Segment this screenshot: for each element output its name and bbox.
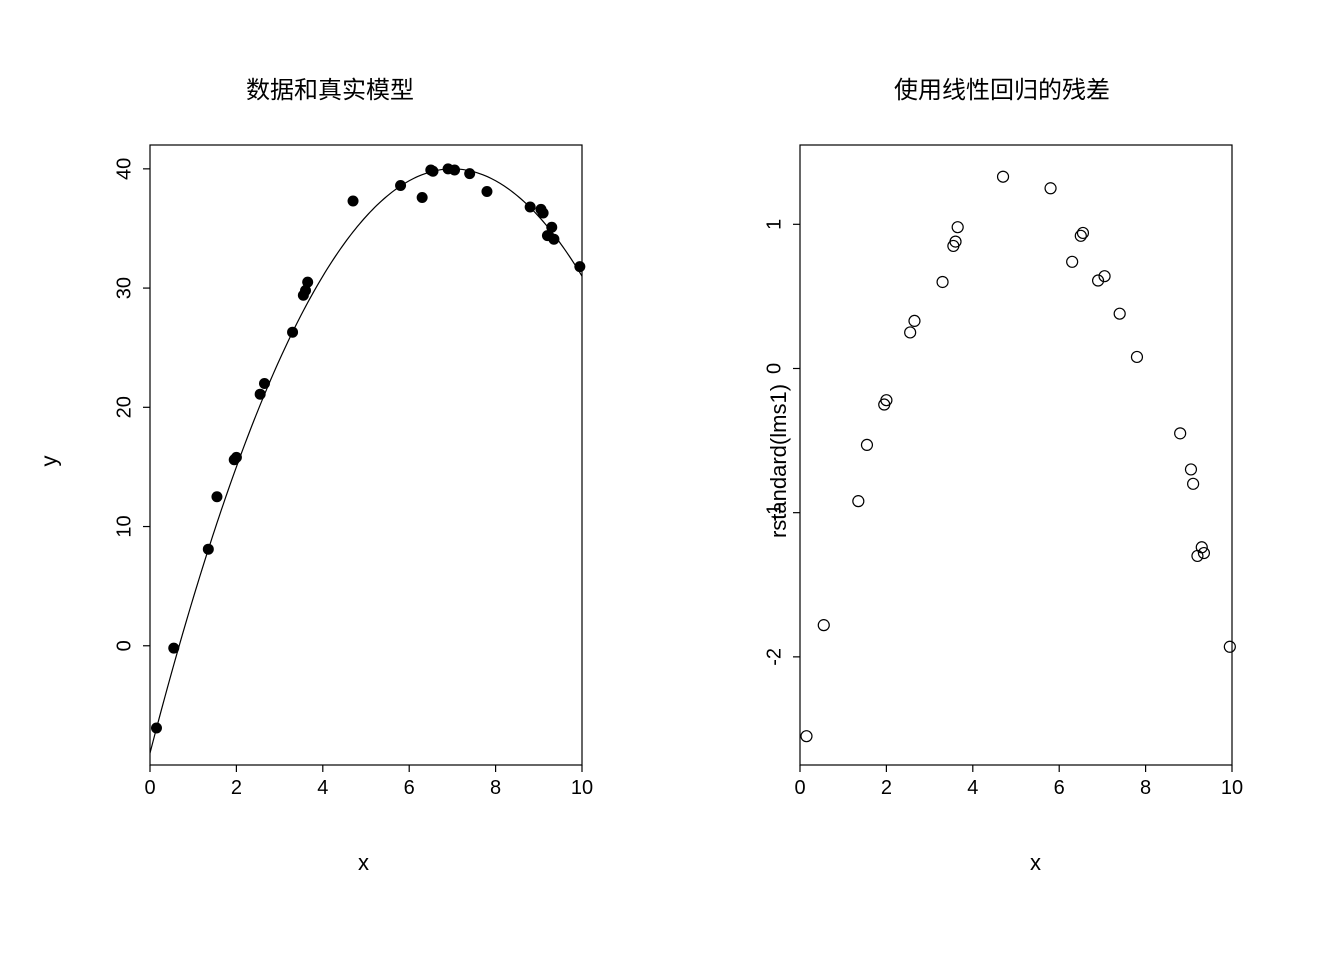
right-panel: 使用线性回归的残差 0246810-2-101 x rstandard(lms1…	[672, 0, 1344, 960]
svg-text:-2: -2	[763, 648, 785, 666]
svg-text:30: 30	[113, 277, 135, 299]
right-xlabel: x	[1030, 850, 1041, 876]
left-xlabel: x	[358, 850, 369, 876]
svg-text:2: 2	[881, 777, 892, 799]
right-ylabel: rstandard(lms1)	[766, 384, 792, 538]
left-title: 数据和真实模型	[70, 70, 590, 105]
svg-text:0: 0	[794, 777, 805, 799]
svg-text:10: 10	[1221, 777, 1243, 799]
left-plot: 0 2 4 6 8 10 0 10 20 30 40	[0, 0, 672, 960]
svg-text:6: 6	[1054, 777, 1065, 799]
svg-text:20: 20	[113, 396, 135, 418]
svg-text:4: 4	[317, 777, 328, 799]
svg-text:8: 8	[490, 777, 501, 799]
left-panel: 数据和真实模型 0 2 4 6 8 10 0 10 20 30 40 x y	[0, 0, 672, 960]
svg-text:0: 0	[113, 640, 135, 651]
svg-text:10: 10	[113, 515, 135, 537]
svg-text:2: 2	[231, 777, 242, 799]
svg-text:1: 1	[763, 219, 785, 230]
svg-text:40: 40	[113, 158, 135, 180]
svg-text:0: 0	[763, 363, 785, 374]
svg-text:4: 4	[967, 777, 978, 799]
svg-text:6: 6	[404, 777, 415, 799]
svg-text:0: 0	[144, 777, 155, 799]
svg-text:10: 10	[571, 777, 593, 799]
svg-text:8: 8	[1140, 777, 1151, 799]
right-title: 使用线性回归的残差	[742, 70, 1262, 105]
left-ylabel: y	[37, 456, 63, 467]
